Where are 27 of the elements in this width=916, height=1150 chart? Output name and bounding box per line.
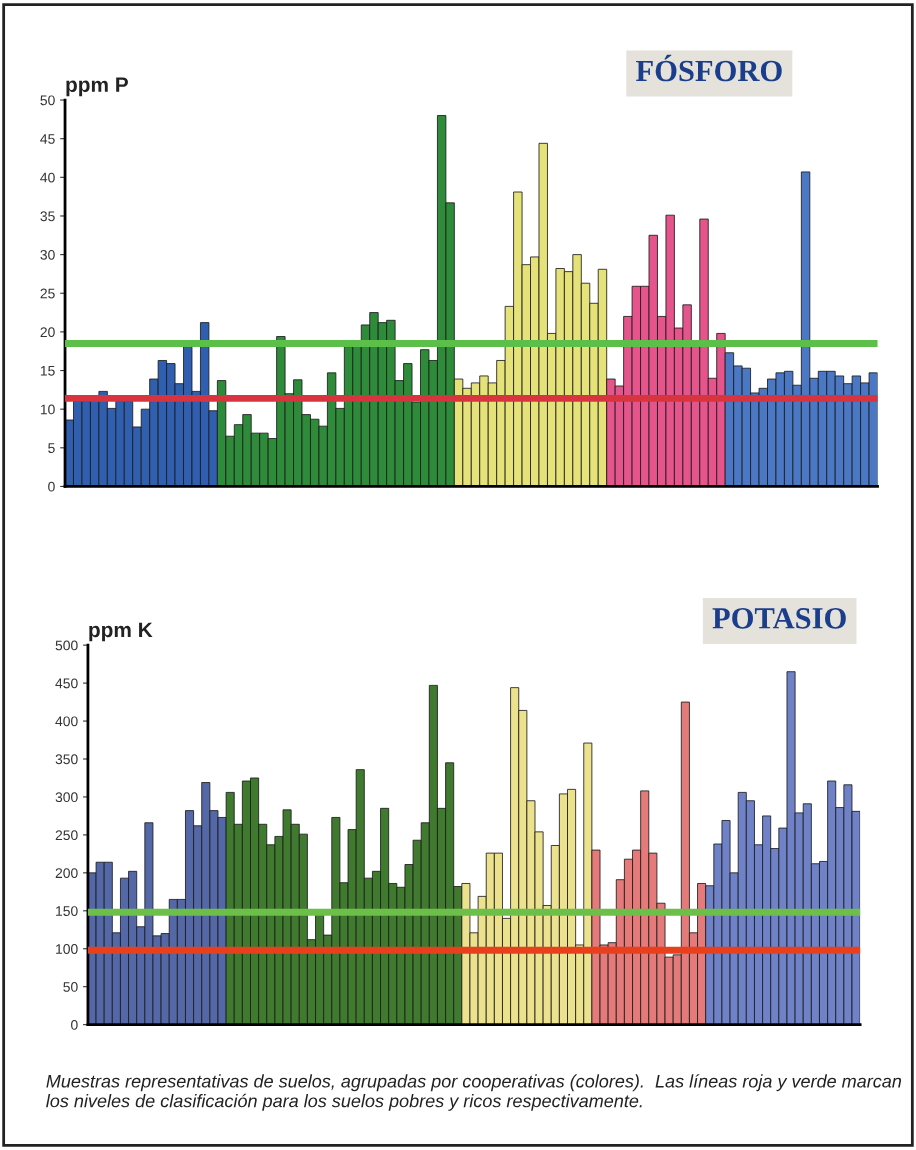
y-tick-label: 350: [55, 754, 78, 765]
y-tick-label: 45: [40, 134, 55, 144]
y-tick-label: 50: [40, 95, 55, 106]
y-tick-label: 100: [56, 944, 78, 954]
y-tick-label: 400: [55, 716, 78, 727]
y-axis-title: ppm P: [66, 77, 128, 97]
y-tick-label: 15: [40, 366, 55, 376]
y-tick-label: 0: [48, 481, 55, 492]
y-tick-label: 450: [55, 678, 78, 689]
y-tick-label: 5: [48, 443, 55, 453]
y-tick-label: 35: [40, 211, 55, 222]
y-tick-label: 25: [40, 288, 55, 299]
y-tick-label: 0: [71, 1019, 78, 1030]
y-tick-label: 30: [40, 249, 55, 260]
chart-title: FÓSFORO: [636, 54, 782, 82]
y-tick-label: 500: [55, 640, 78, 651]
y-tick-label: 300: [55, 792, 78, 803]
y-tick-label: 10: [40, 404, 55, 415]
chart-title: POTASIO: [712, 608, 846, 629]
y-tick-label: 50: [63, 982, 78, 992]
y-axis-title: ppm K: [89, 622, 153, 642]
text: Muestras representativas de suelos, agrupadas por cooperativas (colores). Las líneas roja y verde marcan los niveles de clasificación para los suelos pobres y ricos respectivamente.: [46, 1074, 902, 1111]
y-tick-label: 250: [55, 830, 78, 841]
y-tick-label: 150: [56, 906, 78, 916]
y-tick-label: 200: [55, 868, 78, 879]
y-tick-label: 40: [40, 172, 55, 183]
y-tick-label: 20: [40, 327, 55, 338]
